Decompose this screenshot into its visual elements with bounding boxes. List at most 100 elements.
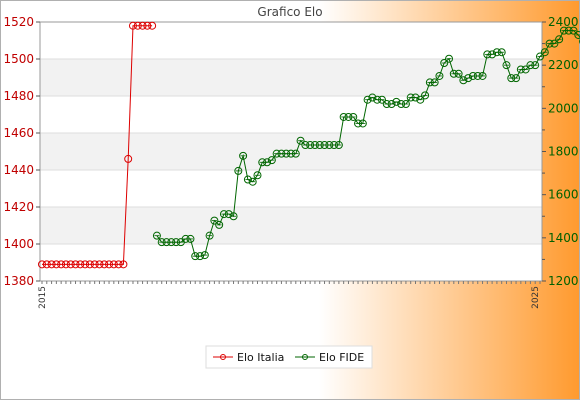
left-tick-label: 1380 (3, 274, 34, 288)
elo-italia-point (52, 260, 61, 269)
elo-italia-point (148, 21, 157, 30)
left-tick-label: 1420 (3, 200, 34, 214)
legend-box (205, 345, 373, 369)
elo-fide-point (459, 76, 468, 85)
elo-fide-point (569, 26, 578, 35)
elo-fide-point (574, 30, 580, 39)
elo-fide-point (435, 71, 444, 80)
elo-fide-point (478, 71, 487, 80)
elo-fide-point (387, 100, 396, 109)
grid-band (40, 207, 542, 244)
elo-fide-point (263, 158, 272, 167)
elo-fide-point (224, 210, 233, 219)
grid-lines (40, 21, 542, 282)
grid-band (40, 133, 542, 170)
elo-italia-point (61, 260, 70, 269)
elo-fide-point (210, 216, 219, 225)
elo-fide-point (267, 156, 276, 165)
right-tick-label: 1600 (548, 188, 579, 202)
elo-fide-point (540, 48, 549, 57)
elo-fide-point (253, 171, 262, 180)
elo-fide-point (521, 65, 530, 74)
elo-fide-point (454, 69, 463, 78)
left-tick-label: 1500 (3, 52, 34, 66)
elo-fide-point (196, 252, 205, 261)
left-axis-ticks: 1380 1400 1420 1440 1460 1480 1500 1520 (3, 15, 40, 288)
legend-fide-label: Elo FIDE (319, 351, 364, 364)
right-tick-label: 1200 (548, 274, 579, 288)
elo-fide-point (215, 220, 224, 229)
elo-italia-point (85, 260, 94, 269)
left-tick-label: 1440 (3, 163, 34, 177)
elo-fide-point (445, 54, 454, 63)
elo-fide-point (497, 48, 506, 57)
right-tick-label: 1800 (548, 145, 579, 159)
elo-italia-point (57, 260, 66, 269)
series-layer (38, 21, 580, 269)
elo-fide-point (363, 95, 372, 104)
right-tick-label: 1400 (548, 231, 579, 245)
elo-fide-point (550, 39, 559, 48)
elo-fide-point (229, 212, 238, 221)
right-tick-label: 2400 (548, 15, 579, 29)
legend: Elo Italia Elo FIDE (205, 345, 373, 369)
elo-fide-point (440, 59, 449, 68)
elo-italia-point (81, 260, 90, 269)
elo-fide-point (421, 91, 430, 100)
elo-italia-point (71, 260, 80, 269)
elo-italia-point (133, 21, 142, 30)
elo-fide-point (377, 95, 386, 104)
elo-italia-point (76, 260, 85, 269)
elo-fide-point (512, 74, 521, 83)
elo-italia-point (109, 260, 118, 269)
elo-italia-point (47, 260, 56, 269)
elo-fide-point (531, 61, 540, 70)
elo-fide-point (296, 136, 305, 145)
elo-fide-point (200, 251, 209, 260)
elo-italia-point (124, 154, 133, 163)
legend-italia-label: Elo Italia (237, 351, 284, 364)
right-axis-ticks: 1200 1400 1600 1800 2000 2200 2400 (542, 15, 579, 288)
elo-fide-point (358, 119, 367, 128)
chart-title: Grafico Elo (257, 5, 322, 19)
elo-fide-point (334, 141, 343, 150)
elo-italia-point (100, 260, 109, 269)
elo-fide-point (536, 52, 544, 61)
elo-fide-point (239, 151, 248, 160)
elo-fide-point (243, 175, 252, 184)
legend-fide-marker (302, 354, 308, 360)
elo-italia-point (42, 260, 51, 269)
elo-italia-point (128, 21, 137, 30)
elo-fide-point (488, 50, 497, 59)
right-tick-label: 2200 (548, 58, 579, 72)
elo-fide-point (205, 231, 214, 240)
elo-fide-point (401, 100, 410, 109)
x-axis-ticks: 2015 2025 (38, 281, 541, 309)
elo-fide-point (464, 74, 473, 83)
elo-fide-point (349, 112, 358, 121)
left-tick-label: 1460 (3, 126, 34, 140)
elo-italia-point (143, 21, 152, 30)
right-tick-label: 2000 (548, 101, 579, 115)
elo-fide-point (186, 234, 195, 243)
elo-italia-point (95, 260, 104, 269)
elo-fide-point (502, 61, 511, 70)
left-tick-label: 1400 (3, 237, 34, 251)
elo-fide-point (416, 95, 425, 104)
elo-fide-point (392, 97, 401, 106)
elo-fide-point (248, 177, 257, 186)
elo-fide-point (291, 149, 300, 158)
grid-band (40, 59, 542, 96)
left-tick-label: 1520 (3, 15, 34, 29)
elo-fide-point (411, 93, 420, 102)
elo-italia-point (90, 260, 99, 269)
x-tick-label: 2025 (531, 286, 541, 309)
plot-area (40, 22, 542, 281)
elo-italia-point (138, 21, 147, 30)
elo-italia-point (38, 260, 46, 269)
elo-fide-point (555, 35, 564, 44)
elo-italia-point (114, 260, 123, 269)
left-tick-label: 1480 (3, 89, 34, 103)
